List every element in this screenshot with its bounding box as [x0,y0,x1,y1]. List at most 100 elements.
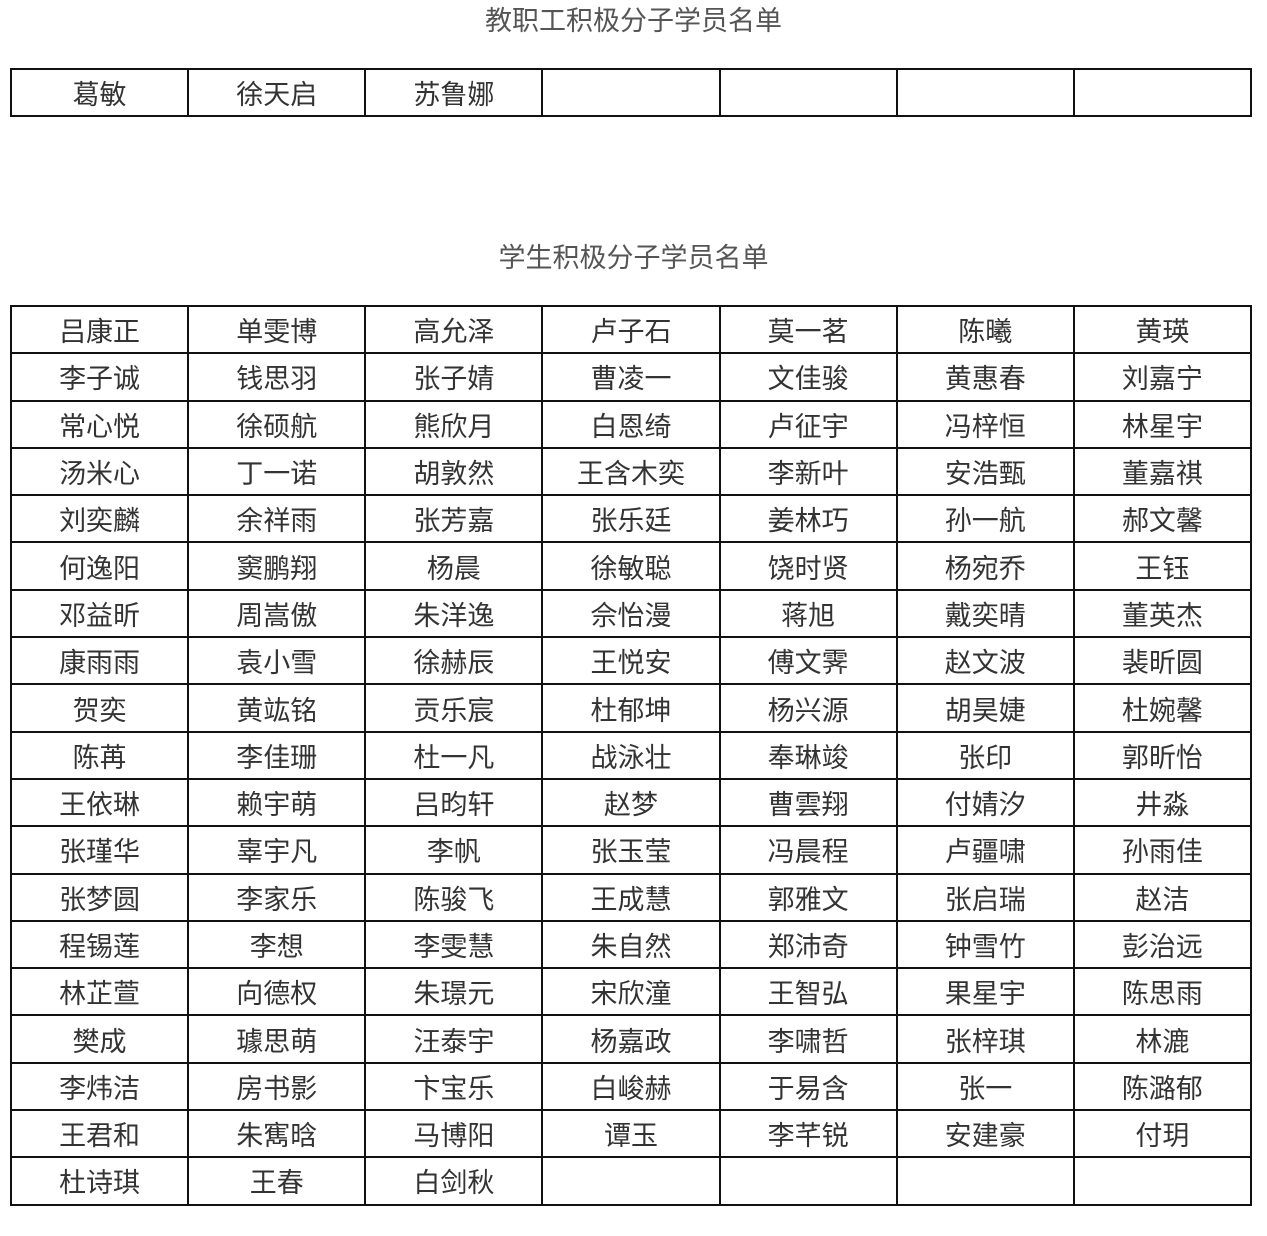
name-cell: 付玥 [1072,1109,1253,1159]
name-cell: 张乐廷 [541,494,721,544]
name-cell: 杨兴源 [718,683,898,733]
empty-cell [895,1156,1075,1206]
name-cell: 于易含 [718,1061,898,1112]
name-cell: 李雯慧 [364,919,544,970]
name-cell: 郝文馨 [1072,494,1253,544]
name-cell: 邓益昕 [9,588,190,639]
student-activist-table: 吕康正 单雯博 高允泽 卢子石 莫一茗 陈曦 黄瑛 李子诚 钱思羽 张子婧 曹凌一 文佳骏 黄惠春 刘嘉宁… [9,304,1253,1206]
name-cell: 徐敏聪 [541,541,721,591]
name-cell: 冯晨程 [718,825,898,875]
name-cell: 李新叶 [718,446,898,497]
name-cell: 贺奕 [9,683,190,733]
table-row: 邓益昕 周嵩傲 朱洋逸 佘怡漫 蒋旭 戴奕晴 董英杰 [9,588,1253,639]
name-cell: 杜婉馨 [1072,683,1253,733]
name-cell: 吕康正 [9,304,190,355]
table-row: 贺奕 黄竑铭 贡乐宸 杜郁坤 杨兴源 胡昊婕 杜婉馨 [9,683,1253,733]
name-cell: 李啸哲 [718,1014,898,1064]
table-row: 吕康正 单雯博 高允泽 卢子石 莫一茗 陈曦 黄瑛 [9,304,1253,355]
table-row: 王君和 朱寯晗 马博阳 谭玉 李芊锐 安建豪 付玥 [9,1109,1253,1159]
name-cell: 黄瑛 [1072,304,1253,355]
name-cell: 傅文霁 [718,636,898,686]
name-cell: 李家乐 [187,872,367,922]
name-cell: 陈骏飞 [364,872,544,922]
name-cell: 胡敦然 [364,446,544,497]
name-cell: 常心悦 [9,399,190,449]
name-cell: 郑沛奇 [718,919,898,970]
student-list-title: 学生积极分子学员名单 [498,243,769,274]
table-row: 李炜洁 房书影 卞宝乐 白峻赫 于易含 张一 陈潞郁 [9,1061,1253,1112]
name-cell: 陈曦 [895,304,1075,355]
name-cell: 佘怡漫 [541,588,721,639]
name-cell: 王依琳 [9,777,190,828]
name-cell: 李帆 [364,825,544,875]
table-row: 程锡莲 李想 李雯慧 朱自然 郑沛奇 钟雪竹 彭治远 [9,919,1253,970]
name-cell: 单雯博 [187,304,367,355]
name-cell: 白恩绮 [541,399,721,449]
staff-list-title: 教职工积极分子学员名单 [485,6,782,37]
name-cell: 赵梦 [541,777,721,828]
name-cell: 王成慧 [541,872,721,922]
name-cell: 戴奕晴 [895,588,1075,639]
name-cell: 姜林巧 [718,494,898,544]
table-row: 康雨雨 袁小雪 徐赫辰 王悦安 傅文霁 赵文波 裴昕圆 [9,636,1253,686]
name-cell: 周嵩傲 [187,588,367,639]
name-cell: 白剑秋 [364,1156,544,1206]
table-row: 王依琳 赖宇萌 吕昀轩 赵梦 曹雲翔 付婧汐 井淼 [9,777,1253,828]
name-cell: 孙雨佳 [1072,825,1253,875]
name-cell: 李子诚 [9,352,190,402]
staff-activist-table: 葛敏 徐天启 苏鲁娜 [9,68,1253,117]
name-cell: 杜一凡 [364,730,544,780]
name-cell: 张子婧 [364,352,544,402]
name-cell: 房书影 [187,1061,367,1112]
name-cell: 蒋旭 [718,588,898,639]
name-cell: 王智弘 [718,967,898,1017]
empty-cell [718,1156,898,1206]
table-row: 张梦圆 李家乐 陈骏飞 王成慧 郭雅文 张启瑞 赵洁 [9,872,1253,922]
name-cell: 裴昕圆 [1072,636,1253,686]
empty-cell [541,68,721,117]
name-cell: 徐赫辰 [364,636,544,686]
name-cell: 郭昕怡 [1072,730,1253,780]
name-cell: 王君和 [9,1109,190,1159]
name-cell: 卞宝乐 [364,1061,544,1112]
name-cell: 王悦安 [541,636,721,686]
name-cell: 刘奕麟 [9,494,190,544]
empty-cell [718,68,898,117]
name-cell: 汤米心 [9,446,190,497]
name-cell: 李想 [187,919,367,970]
name-cell: 辜宇凡 [187,825,367,875]
name-cell: 赖宇萌 [187,777,367,828]
table-row: 李子诚 钱思羽 张子婧 曹凌一 文佳骏 黄惠春 刘嘉宁 [9,352,1253,402]
name-cell: 林芷萱 [9,967,190,1017]
name-cell: 贡乐宸 [364,683,544,733]
name-cell: 程锡莲 [9,919,190,970]
name-cell: 黄惠春 [895,352,1075,402]
empty-cell [1072,1156,1253,1206]
name-cell: 井淼 [1072,777,1253,828]
name-cell: 马博阳 [364,1109,544,1159]
name-cell: 张梓琪 [895,1014,1075,1064]
name-cell: 何逸阳 [9,541,190,591]
name-cell: 徐硕航 [187,399,367,449]
name-cell: 陈思雨 [1072,967,1253,1017]
name-cell: 卢征宇 [718,399,898,449]
table-row: 樊成 璩思萌 汪泰宇 杨嘉政 李啸哲 张梓琪 林漉 [9,1014,1253,1064]
name-cell: 杨晨 [364,541,544,591]
name-cell: 杜诗琪 [9,1156,190,1206]
empty-cell [541,1156,721,1206]
name-cell: 付婧汐 [895,777,1075,828]
name-cell: 杜郁坤 [541,683,721,733]
name-cell: 冯梓恒 [895,399,1075,449]
name-cell: 钟雪竹 [895,919,1075,970]
name-cell: 曹凌一 [541,352,721,402]
name-cell: 朱自然 [541,919,721,970]
name-cell: 李佳珊 [187,730,367,780]
name-cell: 窦鹏翔 [187,541,367,591]
name-cell: 苏鲁娜 [364,68,544,117]
name-cell: 安浩甄 [895,446,1075,497]
name-cell: 余祥雨 [187,494,367,544]
name-cell: 林漉 [1072,1014,1253,1064]
name-cell: 卢疆啸 [895,825,1075,875]
name-cell: 赵文波 [895,636,1075,686]
name-cell: 李芊锐 [718,1109,898,1159]
